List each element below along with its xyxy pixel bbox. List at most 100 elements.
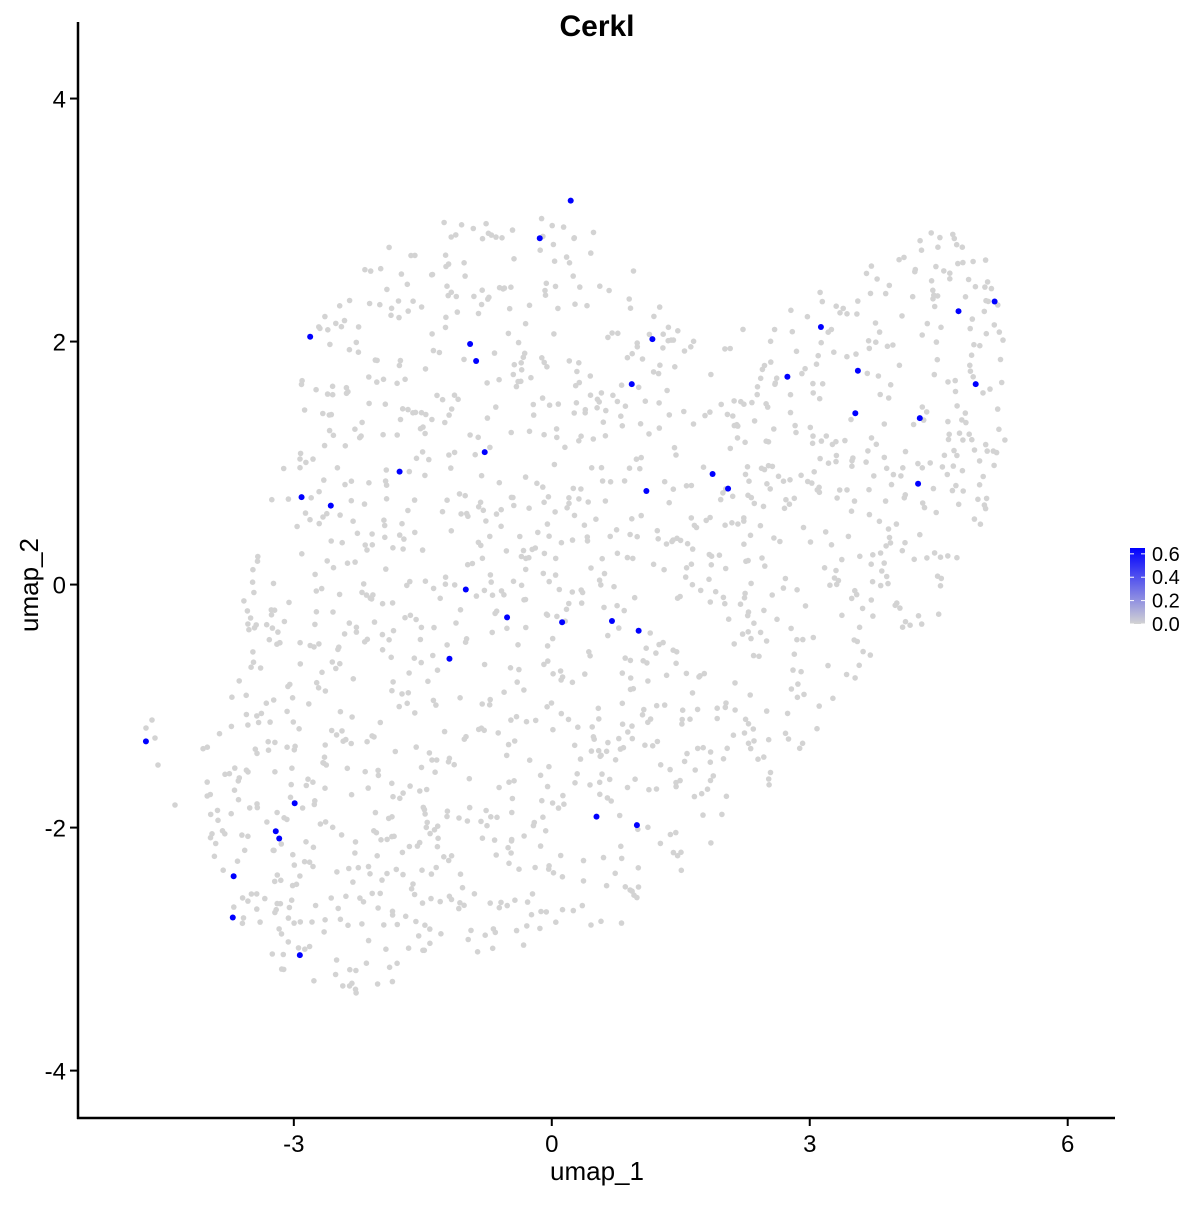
cell-point — [586, 649, 592, 655]
x-axis-label: umap_1 — [550, 1156, 644, 1186]
cell-point — [684, 750, 690, 757]
cell-point — [374, 981, 381, 987]
cell-point — [570, 907, 577, 914]
cell-point — [434, 823, 441, 829]
cell-point — [734, 435, 741, 441]
cell-point — [266, 636, 273, 643]
cell-point — [369, 531, 375, 537]
cell-point — [287, 794, 294, 801]
cell-point — [590, 436, 597, 442]
cell-point — [982, 441, 989, 448]
cell-point — [537, 843, 544, 849]
cell-point — [348, 478, 355, 485]
cell-point — [745, 629, 751, 635]
cell-point — [371, 734, 377, 740]
cell-point — [653, 650, 659, 656]
cell-point — [327, 341, 333, 348]
expressing-cell-point — [991, 298, 998, 305]
cell-point — [420, 424, 426, 430]
cell-point — [328, 538, 335, 544]
cell-point — [479, 835, 486, 841]
cell-point — [629, 735, 636, 742]
cell-point — [854, 311, 860, 317]
cell-point — [902, 618, 909, 625]
cell-point — [654, 738, 661, 745]
cell-point — [394, 960, 400, 967]
cell-point — [708, 371, 714, 378]
cell-point — [492, 610, 498, 617]
cell-point — [700, 464, 707, 471]
cell-point — [337, 660, 343, 667]
cell-point — [793, 429, 799, 436]
cell-point — [718, 401, 724, 408]
cell-point — [682, 574, 689, 580]
cell-point — [458, 222, 465, 228]
cell-point — [286, 904, 293, 911]
cell-point — [607, 479, 614, 485]
expressing-cell-point — [593, 813, 600, 820]
cell-point — [635, 884, 642, 890]
cell-point — [622, 403, 629, 410]
cell-point — [359, 589, 365, 596]
cell-point — [602, 433, 609, 439]
cell-point — [588, 465, 595, 471]
cell-point — [377, 301, 383, 308]
cell-point — [330, 564, 337, 571]
cell-point — [336, 303, 343, 309]
cell-point — [544, 364, 550, 370]
cell-point — [498, 506, 505, 513]
cell-point — [296, 726, 302, 732]
cell-point — [330, 609, 336, 615]
cell-point — [551, 331, 557, 337]
cell-point — [254, 750, 260, 757]
cell-point — [576, 360, 582, 366]
cell-point — [389, 780, 395, 787]
cell-point — [630, 268, 637, 274]
cell-point — [369, 542, 376, 548]
cell-point — [555, 805, 562, 811]
cell-point — [364, 738, 370, 745]
cell-point — [646, 431, 652, 437]
cell-point — [488, 814, 494, 820]
cell-point — [487, 533, 493, 540]
cell-point — [543, 909, 550, 915]
cell-point — [359, 419, 365, 426]
cell-point — [510, 371, 517, 378]
cell-point — [339, 539, 346, 546]
cell-point — [404, 281, 411, 288]
cell-point — [212, 840, 219, 847]
cell-point — [603, 748, 610, 755]
cell-point — [441, 728, 448, 735]
cell-point — [329, 383, 336, 390]
cell-point — [930, 485, 937, 492]
cell-point — [851, 498, 858, 504]
cell-point — [332, 971, 339, 978]
cell-point — [819, 381, 826, 387]
expressing-cell-point — [229, 914, 236, 921]
cell-point — [503, 548, 510, 554]
cell-point — [244, 608, 251, 614]
cell-point — [722, 600, 728, 607]
cell-point — [270, 580, 277, 587]
cell-point — [722, 346, 728, 352]
cell-point — [988, 285, 995, 292]
cell-point — [667, 766, 673, 773]
cell-point — [831, 349, 837, 356]
cell-point — [789, 328, 796, 335]
cell-point — [359, 921, 365, 927]
cell-point — [673, 783, 679, 790]
cell-point — [415, 933, 422, 939]
cell-point — [584, 538, 591, 544]
cell-point — [483, 518, 489, 524]
cell-point — [348, 791, 355, 798]
cell-point — [771, 426, 777, 432]
cell-point — [451, 582, 458, 588]
cell-point — [360, 899, 367, 905]
cell-point — [383, 946, 389, 952]
cell-point — [596, 779, 603, 786]
colorbar-tick-label: 0.6 — [1152, 544, 1180, 566]
cell-point — [399, 691, 405, 697]
cell-point — [655, 370, 662, 377]
cell-point — [302, 510, 309, 516]
cell-point — [656, 304, 663, 310]
